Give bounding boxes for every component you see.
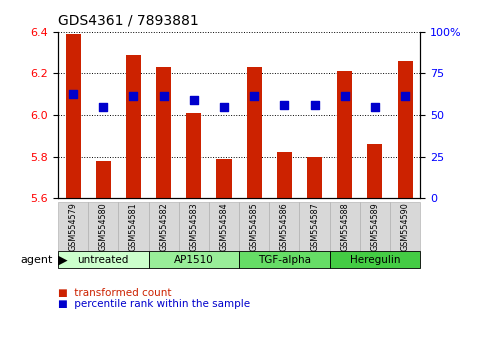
Text: GSM554581: GSM554581 [129,202,138,251]
Bar [247,67,262,198]
Point [281,102,288,108]
Bar [126,55,141,198]
Text: ■  percentile rank within the sample: ■ percentile rank within the sample [58,299,250,309]
Point [129,93,137,99]
Point [341,93,349,99]
Point [371,104,379,110]
Point [250,93,258,99]
Text: GSM554590: GSM554590 [400,202,410,251]
Text: ■  transformed count: ■ transformed count [58,288,171,298]
Text: GSM554584: GSM554584 [219,202,228,251]
Point [69,91,77,97]
Text: ▶: ▶ [54,253,68,266]
Text: GSM554588: GSM554588 [340,202,349,251]
Text: GSM554583: GSM554583 [189,202,199,251]
Point [160,93,168,99]
Text: GSM554589: GSM554589 [370,202,380,251]
Bar [66,34,81,198]
Text: GDS4361 / 7893881: GDS4361 / 7893881 [58,14,199,28]
Text: TGF-alpha: TGF-alpha [258,255,311,265]
Text: agent: agent [21,255,53,265]
Text: Heregulin: Heregulin [350,255,400,265]
Text: untreated: untreated [78,255,129,265]
Point [220,104,228,110]
Bar [398,61,412,198]
Text: GSM554580: GSM554580 [99,202,108,251]
Bar [186,113,201,198]
Text: GSM554582: GSM554582 [159,202,168,251]
Bar [277,153,292,198]
Text: GSM554586: GSM554586 [280,202,289,251]
Bar [368,144,383,198]
Bar [216,159,231,198]
Text: GSM554587: GSM554587 [310,202,319,251]
Text: GSM554579: GSM554579 [69,202,78,251]
Point [99,104,107,110]
Point [401,93,409,99]
Point [190,98,198,103]
Bar [337,72,352,198]
Bar [96,161,111,198]
Bar [307,156,322,198]
Point [311,102,318,108]
Bar [156,67,171,198]
Text: AP1510: AP1510 [174,255,213,265]
Text: GSM554585: GSM554585 [250,202,259,251]
